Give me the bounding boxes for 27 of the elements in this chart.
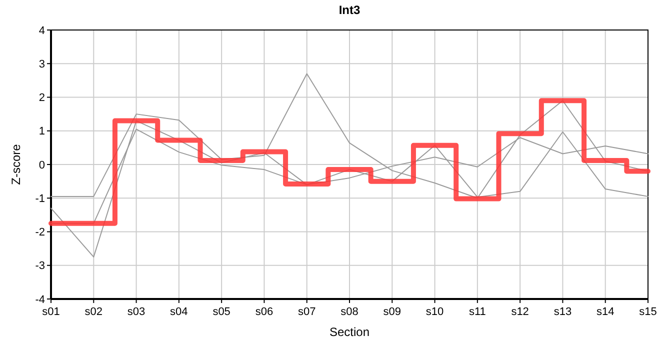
x-tick-label: s08 [340,306,358,318]
y-tick-label: 1 [38,126,45,138]
x-tick-label: s09 [383,306,402,318]
x-tick-label: s13 [554,306,572,318]
x-tick-label: s05 [212,306,230,318]
y-tick-label: 3 [38,58,45,70]
y-tick-label: -4 [35,294,45,306]
y-tick-label: -2 [35,226,45,239]
x-tick-label: s10 [426,306,444,318]
x-axis-title: Section [329,325,370,339]
x-tick-label: s14 [596,306,614,318]
y-tick-label: 4 [38,24,45,37]
x-tick-label: s06 [255,306,274,318]
chart-title: Int3 [338,3,360,17]
x-tick-label: s11 [468,306,486,318]
x-tick-label: s04 [170,306,188,318]
x-tick-label: s07 [298,306,316,318]
y-tick-label: 2 [38,92,45,104]
x-tick-label: s02 [84,306,103,318]
x-tick-label: s03 [127,306,146,318]
x-tick-label: s01 [42,306,60,318]
y-axis-title: Z-score [9,144,23,185]
y-tick-label: 0 [38,159,45,172]
y-tick-label: -3 [35,260,45,272]
x-tick-label: s15 [639,306,657,318]
y-tick-label: -1 [35,192,45,205]
x-tick-label: s12 [511,306,529,318]
